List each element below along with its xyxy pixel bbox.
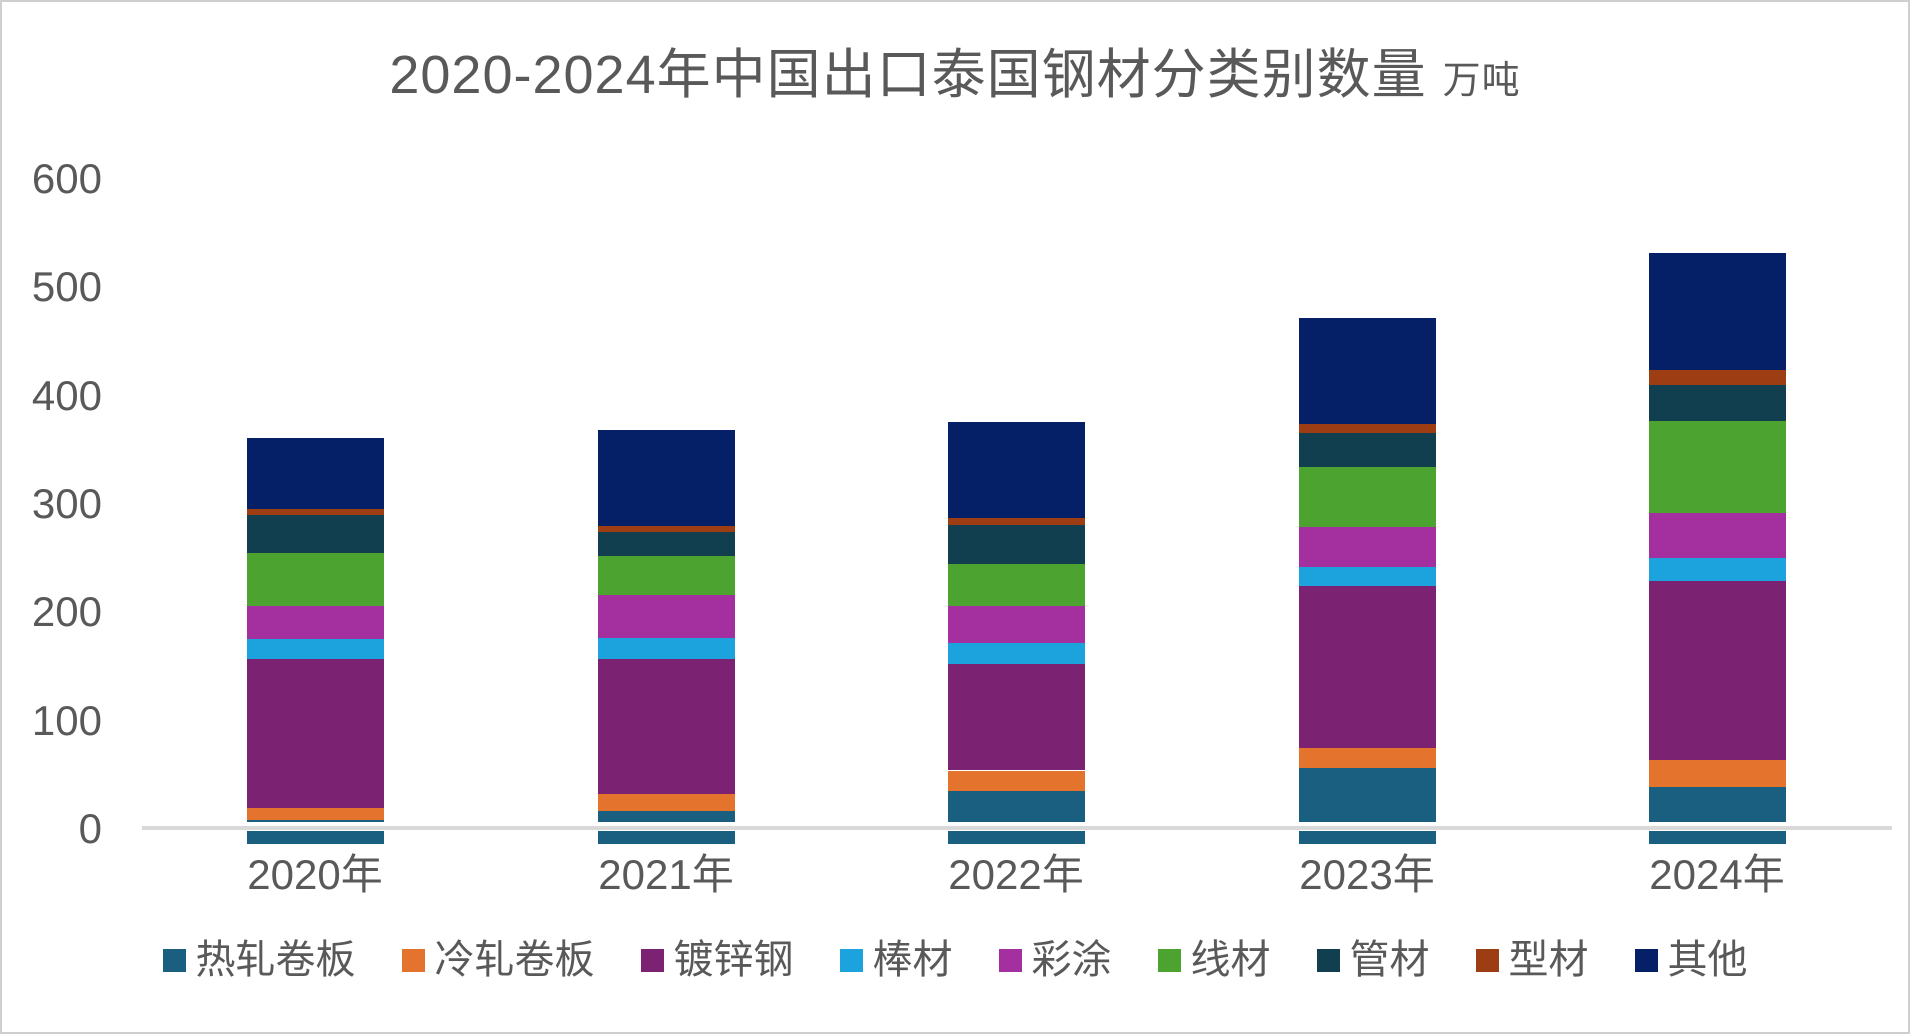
legend-swatch-icon	[1475, 948, 1499, 972]
bar-segment-2022年-镀锌钢	[947, 664, 1085, 771]
legend-item-管材: 管材	[1316, 938, 1430, 982]
bar-segment-2024年-型材	[1648, 369, 1786, 385]
bar-baseline-stub-2023年	[1298, 831, 1436, 844]
legend-label: 型材	[1508, 938, 1589, 982]
legend-item-彩涂: 彩涂	[998, 938, 1112, 982]
bar-segment-2024年-其他	[1648, 252, 1786, 370]
bar-segment-2022年-型材	[947, 518, 1085, 525]
bar-baseline-stub-2022年	[947, 831, 1085, 844]
y-tick-label-100: 100	[31, 696, 102, 744]
bar-segment-2022年-管材	[947, 524, 1085, 564]
legend-swatch-icon	[162, 948, 186, 972]
bar-segment-2024年-棒材	[1648, 558, 1786, 581]
legend: 热轧卷板 冷轧卷板 镀锌钢 棒材 彩涂 线材 管材 型材 其他	[2, 940, 1908, 980]
bar-segment-2021年-冷轧卷板	[597, 794, 735, 811]
legend-item-热轧卷板: 热轧卷板	[162, 938, 356, 982]
bar-segment-2020年-线材	[246, 552, 384, 606]
x-tick-label-2023年: 2023年	[1299, 851, 1435, 898]
bar-segment-2023年-型材	[1298, 423, 1436, 433]
bar-segment-2022年-其他	[947, 421, 1085, 519]
legend-item-棒材: 棒材	[839, 938, 953, 982]
legend-label: 镀锌钢	[673, 938, 794, 982]
legend-label: 棒材	[872, 938, 953, 982]
legend-item-型材: 型材	[1475, 938, 1589, 982]
bar-baseline-stub-2021年	[597, 831, 735, 844]
bar-segment-2024年-热轧卷板	[1648, 786, 1786, 829]
legend-swatch-icon	[998, 948, 1022, 972]
bar-segment-2020年-管材	[246, 514, 384, 553]
bar-segment-2020年-其他	[246, 437, 384, 510]
bar-segment-2021年-线材	[597, 556, 735, 595]
legend-label: 热轧卷板	[195, 938, 356, 982]
bar-segment-2020年-棒材	[246, 639, 384, 659]
legend-label: 管材	[1349, 938, 1430, 982]
legend-swatch-icon	[1316, 948, 1340, 972]
bar-segment-2023年-彩涂	[1298, 526, 1436, 567]
bar-segment-2021年-彩涂	[597, 595, 735, 639]
bar-segment-2024年-管材	[1648, 384, 1786, 421]
bar-segment-2023年-棒材	[1298, 566, 1436, 587]
legend-label: 冷轧卷板	[434, 938, 595, 982]
legend-label: 线材	[1190, 938, 1271, 982]
legend-swatch-icon	[401, 948, 425, 972]
x-tick-label-2021年: 2021年	[598, 851, 734, 898]
legend-item-其他: 其他	[1634, 938, 1748, 982]
chart-title-main: 2020-2024年中国出口泰国钢材分类别数量	[389, 45, 1427, 105]
legend-item-冷轧卷板: 冷轧卷板	[401, 938, 595, 982]
bar-baseline-stub-2020年	[246, 831, 384, 844]
y-tick-label-0: 0	[78, 805, 102, 852]
bar-segment-2022年-棒材	[947, 642, 1085, 665]
y-tick-label-500: 500	[31, 263, 102, 311]
bar-segment-2020年-型材	[246, 509, 384, 515]
x-axis-line	[142, 826, 1892, 830]
legend-label: 彩涂	[1031, 938, 1112, 982]
bar-segment-2024年-镀锌钢	[1648, 580, 1786, 760]
bar-segment-2020年-冷轧卷板	[246, 808, 384, 821]
bar-segment-2021年-其他	[597, 430, 735, 526]
legend-item-线材: 线材	[1157, 938, 1271, 982]
bar-segment-2023年-线材	[1298, 467, 1436, 527]
y-tick-label-200: 200	[31, 588, 102, 636]
bar-segment-2021年-镀锌钢	[597, 658, 735, 795]
bar-segment-2024年-线材	[1648, 420, 1786, 513]
bar-segment-2022年-冷轧卷板	[947, 770, 1085, 792]
x-tick-label-2020年: 2020年	[247, 851, 383, 898]
bar-segment-2023年-管材	[1298, 432, 1436, 468]
bar-segment-2020年-彩涂	[246, 605, 384, 640]
bar-segment-2022年-线材	[947, 563, 1085, 606]
legend-swatch-icon	[839, 948, 863, 972]
bar-segment-2023年-其他	[1298, 317, 1436, 424]
bar-segment-2023年-热轧卷板	[1298, 768, 1436, 829]
bar-segment-2021年-棒材	[597, 638, 735, 659]
y-tick-label-400: 400	[31, 371, 102, 419]
x-tick-label-2024年: 2024年	[1649, 851, 1785, 898]
bar-segment-2022年-彩涂	[947, 605, 1085, 643]
bar-segment-2024年-彩涂	[1648, 512, 1786, 559]
x-tick-label-2022年: 2022年	[948, 851, 1084, 898]
bar-segment-2021年-型材	[597, 525, 735, 533]
legend-swatch-icon	[1634, 948, 1658, 972]
legend-item-镀锌钢: 镀锌钢	[640, 938, 794, 982]
chart-title-unit: 万吨	[1442, 60, 1521, 102]
legend-swatch-icon	[640, 948, 664, 972]
bar-segment-2023年-镀锌钢	[1298, 586, 1436, 748]
y-tick-label-600: 600	[31, 155, 102, 203]
bar-baseline-stub-2024年	[1648, 831, 1786, 844]
bar-segment-2023年-冷轧卷板	[1298, 747, 1436, 769]
bar-segment-2024年-冷轧卷板	[1648, 759, 1786, 787]
bar-segment-2021年-管材	[597, 532, 735, 556]
chart-title: 2020-2024年中国出口泰国钢材分类别数量 万吨	[2, 30, 1908, 109]
legend-swatch-icon	[1157, 948, 1181, 972]
y-tick-label-300: 300	[31, 480, 102, 527]
legend-label: 其他	[1667, 938, 1748, 982]
bar-segment-2020年-镀锌钢	[246, 658, 384, 809]
